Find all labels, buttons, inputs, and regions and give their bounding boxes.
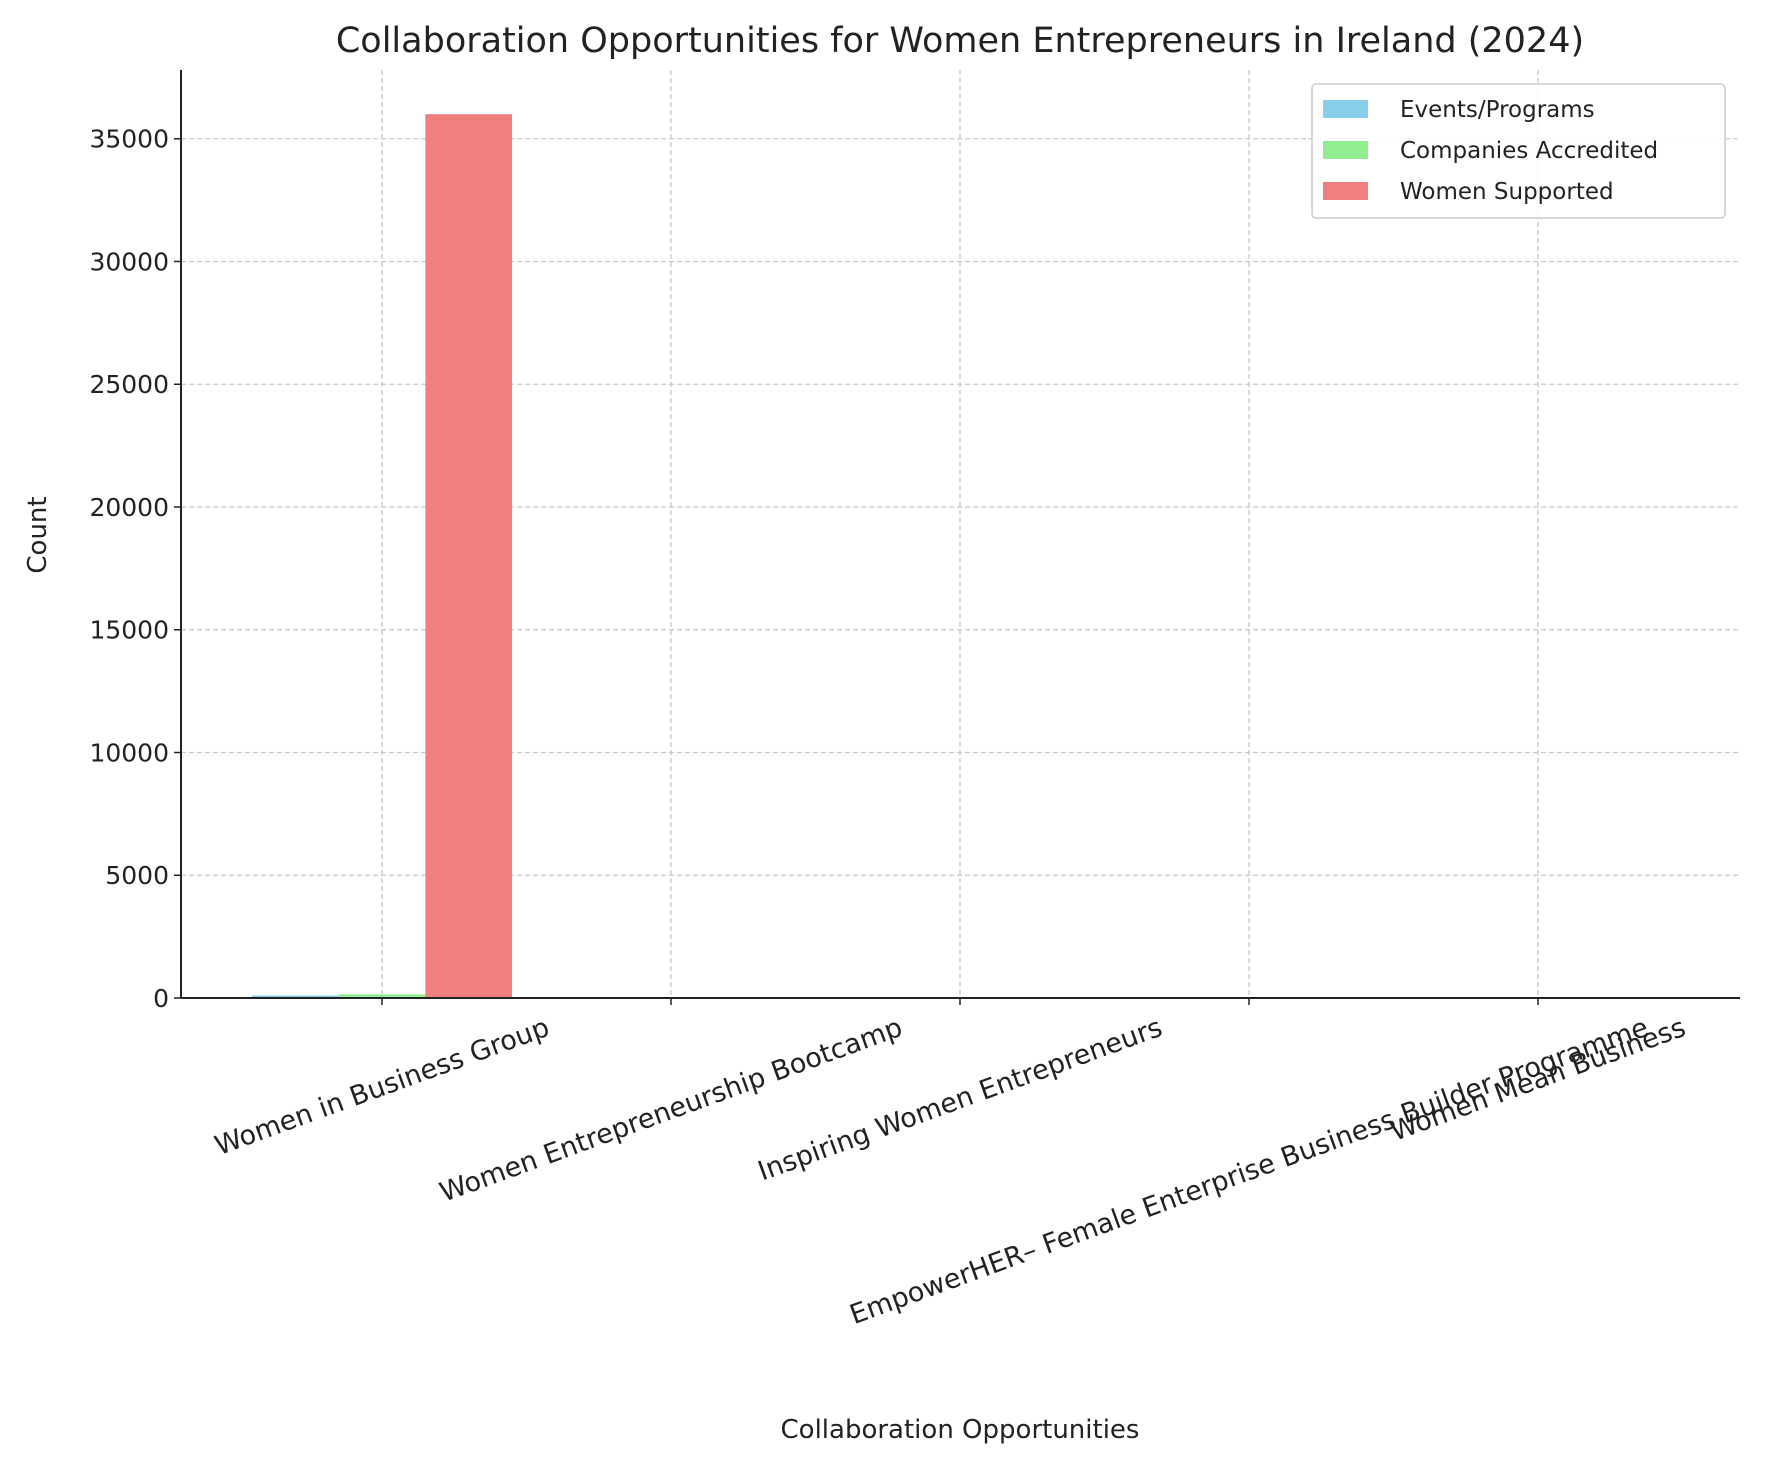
x-tick-label: Women Mean Business (1387, 1012, 1690, 1148)
x-tick-label: EmpowerHER– Female Enterprise Business B… (846, 1012, 1653, 1331)
x-tick-label: Inspiring Women Entrepreneurs (754, 1012, 1166, 1187)
legend-label: Women Supported (1400, 179, 1614, 205)
chart-title: Collaboration Opportunities for Women En… (336, 21, 1584, 61)
y-tick-label: 15000 (89, 616, 169, 645)
bar (425, 114, 513, 998)
y-tick-label: 0 (153, 984, 169, 1013)
y-tick-label: 10000 (89, 738, 169, 767)
legend-box (1311, 83, 1726, 219)
legend-swatch (1323, 182, 1368, 200)
legend-label: Companies Accredited (1400, 138, 1658, 164)
y-tick-label: 20000 (89, 493, 169, 522)
legend-swatch (1323, 100, 1368, 118)
x-axis-label: Collaboration Opportunities (781, 1415, 1140, 1445)
bar (251, 995, 339, 998)
y-axis-label: Count (23, 496, 53, 573)
y-tick-label: 25000 (89, 370, 169, 399)
x-tick-label: Women in Business Group (211, 1012, 554, 1162)
legend-label: Events/Programs (1400, 97, 1595, 123)
bar (338, 994, 426, 998)
y-tick-label: 5000 (105, 861, 169, 890)
y-tick-label: 30000 (89, 247, 169, 276)
y-tick-label: 35000 (89, 125, 169, 154)
legend-swatch (1323, 141, 1368, 159)
